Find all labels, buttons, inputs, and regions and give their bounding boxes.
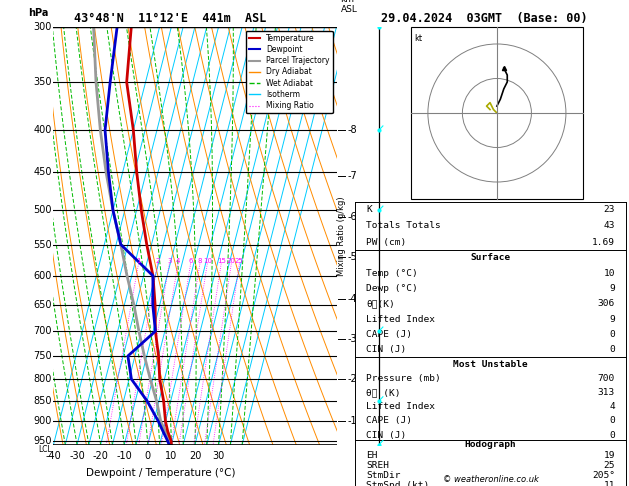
Text: SREH: SREH (366, 461, 389, 470)
Text: 650: 650 (33, 299, 52, 310)
Text: 205°: 205° (592, 471, 615, 480)
Text: 15: 15 (217, 258, 226, 263)
Text: 25: 25 (604, 461, 615, 470)
Text: 450: 450 (33, 168, 52, 177)
Text: Dewp (°C): Dewp (°C) (366, 284, 418, 293)
Text: -7: -7 (348, 172, 357, 181)
Text: θᴇ(K): θᴇ(K) (366, 299, 395, 308)
Text: Lifted Index: Lifted Index (366, 314, 435, 324)
Text: 25: 25 (235, 258, 244, 263)
Text: km
ASL: km ASL (341, 0, 357, 14)
Text: -20: -20 (92, 451, 109, 461)
Text: Mixing Ratio (g/kg): Mixing Ratio (g/kg) (337, 196, 346, 276)
Text: 29.04.2024  03GMT  (Base: 00): 29.04.2024 03GMT (Base: 00) (381, 12, 587, 25)
Text: Most Unstable: Most Unstable (454, 360, 528, 369)
Text: θᴇ (K): θᴇ (K) (366, 388, 401, 397)
Text: 500: 500 (33, 205, 52, 215)
Text: Dewpoint / Temperature (°C): Dewpoint / Temperature (°C) (86, 468, 236, 478)
Text: 9: 9 (610, 284, 615, 293)
Text: 4: 4 (175, 258, 180, 263)
Text: 6: 6 (188, 258, 193, 263)
Text: CIN (J): CIN (J) (366, 431, 406, 440)
Text: 43°48'N  11°12'E  441m  ASL: 43°48'N 11°12'E 441m ASL (74, 12, 266, 25)
Text: kt: kt (414, 34, 422, 43)
Text: 900: 900 (34, 417, 52, 427)
Text: -1: -1 (348, 417, 357, 427)
Text: 19: 19 (604, 451, 615, 460)
Text: 2: 2 (155, 258, 160, 263)
Text: -40: -40 (45, 451, 62, 461)
Text: 313: 313 (598, 388, 615, 397)
Text: Lifted Index: Lifted Index (366, 402, 435, 411)
Text: CIN (J): CIN (J) (366, 345, 406, 354)
Text: -30: -30 (69, 451, 85, 461)
Text: 9: 9 (610, 314, 615, 324)
Text: 23: 23 (604, 205, 615, 214)
Legend: Temperature, Dewpoint, Parcel Trajectory, Dry Adiabat, Wet Adiabat, Isotherm, Mi: Temperature, Dewpoint, Parcel Trajectory… (245, 31, 333, 113)
Text: -2: -2 (348, 374, 357, 384)
Text: 0: 0 (610, 417, 615, 426)
Text: Totals Totals: Totals Totals (366, 222, 441, 230)
Text: 10: 10 (203, 258, 212, 263)
Text: 800: 800 (34, 374, 52, 384)
Text: 850: 850 (33, 396, 52, 406)
Text: 350: 350 (33, 77, 52, 87)
Text: CAPE (J): CAPE (J) (366, 330, 412, 339)
Text: StmDir: StmDir (366, 471, 401, 480)
Text: 1: 1 (136, 258, 141, 263)
Text: 4: 4 (610, 402, 615, 411)
Text: 1.69: 1.69 (592, 238, 615, 247)
Text: 0: 0 (610, 431, 615, 440)
Text: 950: 950 (33, 436, 52, 446)
Text: 700: 700 (598, 374, 615, 383)
Text: StmSpd (kt): StmSpd (kt) (366, 481, 430, 486)
Text: 0: 0 (610, 345, 615, 354)
Text: 700: 700 (33, 326, 52, 336)
Text: 400: 400 (34, 125, 52, 135)
Text: -6: -6 (348, 212, 357, 223)
Text: 30: 30 (213, 451, 225, 461)
Text: 11: 11 (604, 481, 615, 486)
Text: -5: -5 (348, 252, 357, 262)
Text: PW (cm): PW (cm) (366, 238, 406, 247)
Text: Hodograph: Hodograph (465, 440, 516, 450)
Text: 20: 20 (189, 451, 201, 461)
Text: CAPE (J): CAPE (J) (366, 417, 412, 426)
Text: 600: 600 (34, 271, 52, 281)
Text: 306: 306 (598, 299, 615, 308)
Text: Surface: Surface (470, 253, 511, 262)
Text: LCL: LCL (38, 445, 52, 454)
Text: -4: -4 (348, 294, 357, 304)
Text: 550: 550 (33, 240, 52, 249)
Text: 8: 8 (198, 258, 202, 263)
Text: 20: 20 (227, 258, 236, 263)
Text: hPa: hPa (28, 8, 48, 18)
Text: 750: 750 (33, 351, 52, 361)
Text: © weatheronline.co.uk: © weatheronline.co.uk (443, 474, 538, 484)
Text: -3: -3 (348, 334, 357, 344)
Text: 3: 3 (167, 258, 172, 263)
Text: -10: -10 (116, 451, 132, 461)
Text: Pressure (mb): Pressure (mb) (366, 374, 441, 383)
Text: Temp (°C): Temp (°C) (366, 269, 418, 278)
Text: 0: 0 (145, 451, 151, 461)
Text: 0: 0 (610, 330, 615, 339)
Text: EH: EH (366, 451, 377, 460)
Text: 300: 300 (34, 22, 52, 32)
Text: 43: 43 (604, 222, 615, 230)
Text: 10: 10 (165, 451, 177, 461)
Bar (411, 27, 583, 199)
Text: 10: 10 (604, 269, 615, 278)
Text: K: K (366, 205, 372, 214)
Text: -8: -8 (348, 125, 357, 135)
